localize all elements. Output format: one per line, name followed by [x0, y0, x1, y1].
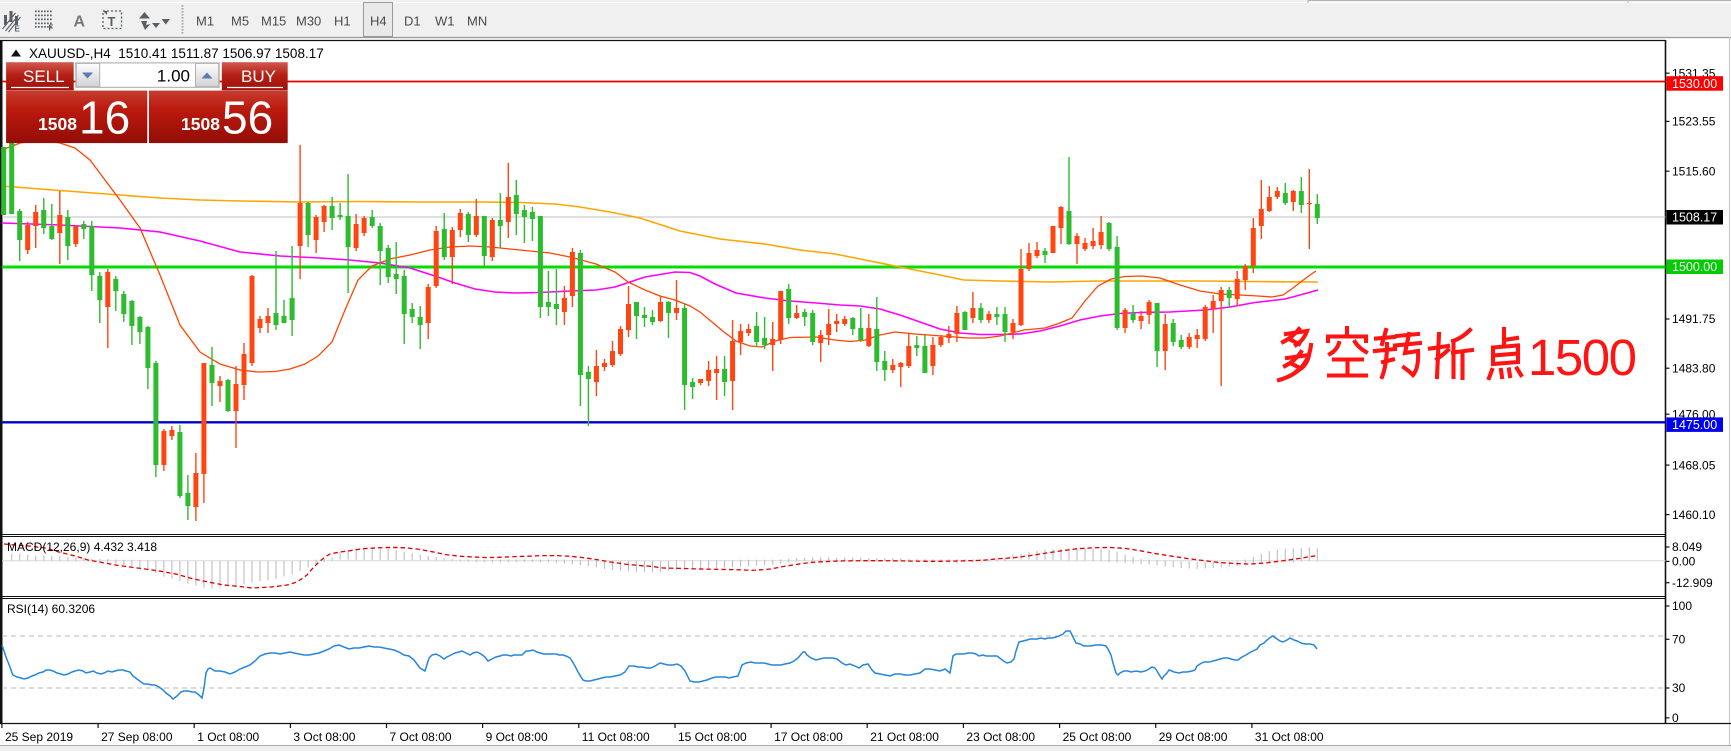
svg-text:H4: H4	[370, 14, 387, 29]
svg-text:M30: M30	[296, 14, 321, 29]
svg-text:23 Oct 08:00: 23 Oct 08:00	[966, 730, 1035, 744]
svg-text:W1: W1	[435, 14, 455, 29]
svg-text:MACD(12,26,9) 4.432 3.418: MACD(12,26,9) 4.432 3.418	[7, 540, 157, 554]
svg-text:-12.909: -12.909	[1672, 576, 1713, 590]
svg-text:1483.80: 1483.80	[1672, 361, 1716, 375]
svg-text:1475.00: 1475.00	[1672, 418, 1717, 432]
svg-text:1491.75: 1491.75	[1672, 312, 1716, 326]
svg-text:H1: H1	[334, 14, 351, 29]
svg-text:F: F	[49, 24, 54, 33]
svg-text:1515.60: 1515.60	[1672, 164, 1716, 178]
svg-text:1 Oct 08:00: 1 Oct 08:00	[197, 730, 259, 744]
svg-text:11 Oct 08:00: 11 Oct 08:00	[582, 730, 650, 744]
svg-text:31 Oct 08:00: 31 Oct 08:00	[1255, 730, 1324, 744]
svg-text:9 Oct 08:00: 9 Oct 08:00	[486, 730, 548, 744]
svg-text:25 Oct 08:00: 25 Oct 08:00	[1063, 730, 1132, 744]
svg-text:1500: 1500	[1528, 329, 1636, 386]
svg-text:1530.00: 1530.00	[1672, 77, 1717, 91]
svg-text:M5: M5	[231, 14, 249, 29]
svg-text:7 Oct 08:00: 7 Oct 08:00	[390, 730, 452, 744]
svg-text:M1: M1	[196, 14, 214, 29]
svg-text:1.00: 1.00	[157, 67, 190, 86]
svg-text:16: 16	[79, 92, 130, 144]
svg-text:1508: 1508	[181, 114, 220, 134]
svg-text:XAUUSD-,H4 1510.41 1511.87 15: XAUUSD-,H4 1510.41 1511.87 1506.97 1508.…	[29, 46, 324, 61]
svg-text:27 Sep 08:00: 27 Sep 08:00	[101, 730, 173, 744]
svg-text:29 Oct 08:00: 29 Oct 08:00	[1159, 730, 1228, 744]
svg-text:30: 30	[1672, 681, 1686, 695]
svg-text:70: 70	[1672, 633, 1686, 647]
svg-text:1508.17: 1508.17	[1672, 211, 1717, 225]
svg-text:1460.10: 1460.10	[1672, 508, 1716, 522]
svg-text:15 Oct 08:00: 15 Oct 08:00	[678, 730, 747, 744]
svg-text:0.00: 0.00	[1672, 555, 1696, 569]
svg-text:0: 0	[1672, 711, 1679, 725]
svg-text:21 Oct 08:00: 21 Oct 08:00	[870, 730, 939, 744]
svg-text:25 Sep 2019: 25 Sep 2019	[5, 730, 73, 744]
svg-text:1508: 1508	[38, 114, 77, 134]
svg-text:BUY: BUY	[241, 67, 276, 86]
svg-text:A: A	[74, 14, 86, 31]
svg-text:MN: MN	[467, 14, 487, 29]
svg-text:M15: M15	[261, 14, 286, 29]
svg-text:8.049: 8.049	[1672, 540, 1702, 554]
svg-text:1523.55: 1523.55	[1672, 115, 1716, 129]
svg-text:T: T	[108, 14, 116, 29]
svg-text:1500.00: 1500.00	[1672, 260, 1717, 274]
svg-text:3 Oct 08:00: 3 Oct 08:00	[293, 730, 355, 744]
svg-text:E: E	[15, 25, 21, 34]
svg-text:RSI(14) 60.3206: RSI(14) 60.3206	[7, 602, 95, 616]
svg-text:100: 100	[1672, 599, 1692, 613]
svg-text:56: 56	[222, 92, 273, 144]
svg-text:D1: D1	[404, 14, 421, 29]
svg-text:17 Oct 08:00: 17 Oct 08:00	[774, 730, 843, 744]
svg-text:SELL: SELL	[23, 67, 65, 86]
svg-text:1468.05: 1468.05	[1672, 458, 1716, 472]
